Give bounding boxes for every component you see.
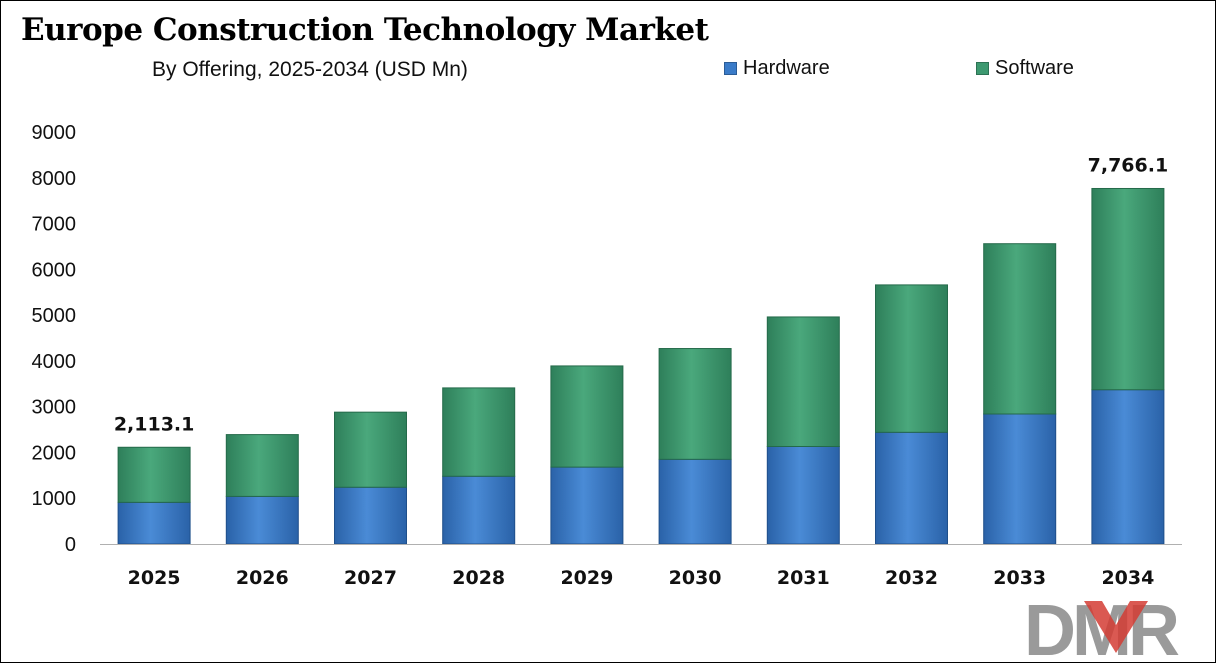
bar-software-2026 bbox=[225, 434, 299, 497]
y-tick-label: 4000 bbox=[32, 351, 77, 373]
bar-software-2025 bbox=[117, 446, 191, 503]
legend-label-software: Software bbox=[995, 57, 1074, 79]
bar-software-2027 bbox=[334, 411, 407, 488]
bars-group bbox=[117, 187, 1165, 545]
y-tick-label: 0 bbox=[65, 534, 76, 556]
bar-hardware-2033 bbox=[983, 413, 1057, 545]
y-tick-label: 1000 bbox=[32, 488, 77, 510]
legend-label-hardware: Hardware bbox=[743, 57, 830, 79]
bar-software-2033 bbox=[983, 243, 1057, 415]
bar-hardware-2032 bbox=[875, 431, 948, 545]
legend-item-software: Software bbox=[976, 57, 1074, 80]
data-labels: 2,113.1 7,766.1 bbox=[114, 154, 1168, 435]
bar-software-2030 bbox=[658, 348, 732, 460]
y-tick-label: 2000 bbox=[32, 442, 77, 464]
bar-software-2029 bbox=[550, 365, 624, 468]
x-axis: 2025 2026 2027 2028 2029 2030 2031 2032 2033 2034 bbox=[128, 567, 1155, 589]
x-tick-label-2033: 2033 bbox=[993, 567, 1046, 589]
y-tick-label: 6000 bbox=[32, 259, 77, 281]
dmr-logo: DMR bbox=[1024, 595, 1183, 659]
bar-hardware-2028 bbox=[442, 475, 516, 545]
legend-item-hardware: Hardware bbox=[724, 57, 830, 80]
bar-hardware-2029 bbox=[550, 466, 624, 545]
bar-hardware-2031 bbox=[766, 445, 840, 545]
chart-title: Europe Construction Technology Market bbox=[21, 12, 709, 48]
legend-swatch-hardware bbox=[724, 62, 737, 75]
y-tick-label: 8000 bbox=[32, 168, 77, 190]
bar-hardware-2030 bbox=[658, 458, 732, 545]
x-tick-label-2030: 2030 bbox=[669, 567, 722, 589]
bar-software-2031 bbox=[766, 316, 840, 447]
x-tick-label-2027: 2027 bbox=[344, 567, 397, 589]
bar-hardware-2025 bbox=[117, 501, 191, 545]
y-tick-label: 9000 bbox=[32, 122, 77, 144]
bar-software-2034 bbox=[1091, 187, 1165, 391]
x-tick-label-2028: 2028 bbox=[452, 567, 505, 589]
bar-hardware-2026 bbox=[225, 495, 299, 545]
y-tick-label: 5000 bbox=[32, 305, 77, 327]
y-axis: 0 1000 2000 3000 4000 5000 6000 7000 8000 9000 bbox=[32, 122, 77, 556]
chart-subtitle: By Offering, 2025-2034 (USD Mn) bbox=[152, 58, 468, 81]
logo-mark-icon bbox=[1084, 601, 1148, 653]
bar-hardware-2034 bbox=[1091, 389, 1165, 545]
data-label-2034: 7,766.1 bbox=[1088, 154, 1169, 176]
x-tick-label-2032: 2032 bbox=[885, 567, 938, 589]
x-tick-label-2029: 2029 bbox=[560, 567, 613, 589]
x-tick-label-2025: 2025 bbox=[128, 567, 181, 589]
y-tick-label: 7000 bbox=[32, 214, 77, 236]
bar-software-2032 bbox=[875, 284, 948, 433]
bar-hardware-2027 bbox=[334, 486, 407, 545]
bar-software-2028 bbox=[442, 387, 516, 477]
x-tick-label-2031: 2031 bbox=[777, 567, 830, 589]
x-tick-label-2034: 2034 bbox=[1101, 567, 1154, 589]
x-tick-label-2026: 2026 bbox=[236, 567, 289, 589]
data-label-2025: 2,113.1 bbox=[114, 413, 195, 435]
legend-swatch-software bbox=[976, 62, 989, 75]
y-tick-label: 3000 bbox=[32, 397, 77, 419]
